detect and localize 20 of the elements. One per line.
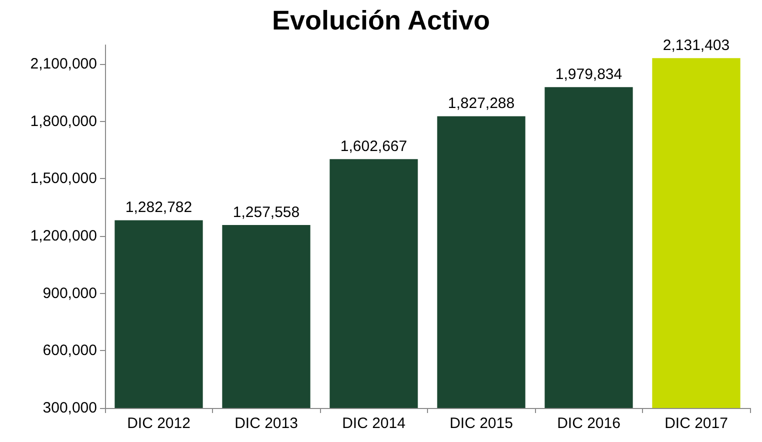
x-tick-label: DIC 2015 xyxy=(450,415,513,432)
data-label: 1,979,834 xyxy=(555,66,622,84)
y-tick-label: 1,800,000 xyxy=(30,112,97,130)
x-tick-label: DIC 2016 xyxy=(557,415,620,432)
y-tick-label: 600,000 xyxy=(42,342,97,360)
x-tick-label: DIC 2017 xyxy=(664,415,728,432)
data-label: 1,257,558 xyxy=(232,204,300,222)
data-label: 1,282,782 xyxy=(125,199,192,216)
x-tick-label: DIC 2013 xyxy=(234,415,298,432)
data-label: 1,827,288 xyxy=(448,95,515,112)
y-tick-label: 1,500,000 xyxy=(30,170,97,188)
data-label: 1,602,667 xyxy=(340,138,408,156)
chart-title: Evolución Activo xyxy=(272,6,490,36)
y-tick-label: 300,000 xyxy=(42,400,97,416)
x-tick-label: DIC 2014 xyxy=(342,415,406,432)
x-tick-label: DIC 2012 xyxy=(127,415,190,432)
y-tick-label: 900,000 xyxy=(42,284,97,302)
y-tick-label: 1,200,000 xyxy=(30,228,97,245)
y-tick-label: 2,100,000 xyxy=(30,56,97,73)
data-label: 2,131,403 xyxy=(662,37,730,54)
